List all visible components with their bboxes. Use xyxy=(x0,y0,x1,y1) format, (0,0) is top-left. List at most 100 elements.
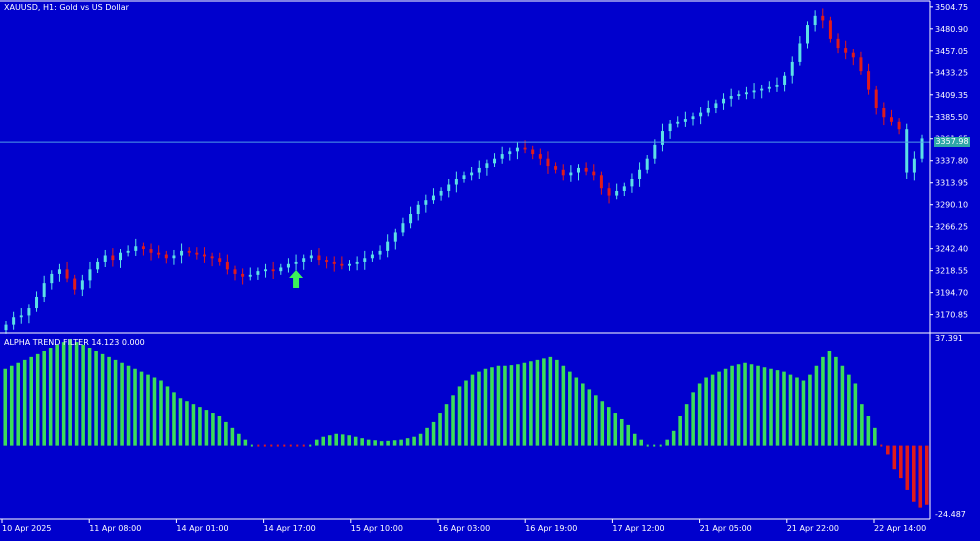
candle-body xyxy=(882,108,886,118)
candle xyxy=(859,51,863,75)
candle-body xyxy=(248,274,252,277)
indicator-bar xyxy=(302,444,305,447)
candle-body xyxy=(477,167,481,173)
candle-body xyxy=(760,88,764,91)
candle xyxy=(202,247,206,263)
candle-body xyxy=(744,92,748,95)
candle xyxy=(233,265,237,281)
candle xyxy=(431,188,435,204)
price-pane[interactable] xyxy=(0,8,930,334)
y-tick-label: 3480.90 xyxy=(935,25,968,34)
candle-body xyxy=(393,232,397,242)
y-tick-label: 3337.80 xyxy=(935,157,968,166)
x-tick-label: 10 Apr 2025 xyxy=(2,524,51,533)
candle-body xyxy=(35,296,39,309)
candle-body xyxy=(57,269,61,274)
candle-body xyxy=(554,166,558,170)
x-tick-label: 21 Apr 05:00 xyxy=(700,524,752,533)
candle-body xyxy=(348,263,351,266)
indicator-max-label: 37.391 xyxy=(935,334,963,343)
candle-body xyxy=(225,261,229,270)
candle-body xyxy=(431,195,435,201)
candle-body xyxy=(355,261,359,264)
candle xyxy=(531,145,535,160)
y-tick-label: 3433.25 xyxy=(935,69,968,78)
candle-body xyxy=(424,200,428,205)
candle-body xyxy=(767,86,771,89)
candle-body xyxy=(202,254,206,257)
candle-body xyxy=(676,121,680,124)
y-tick-label: 3170.85 xyxy=(935,311,968,320)
candle xyxy=(477,160,481,179)
candle-body xyxy=(691,116,695,120)
candle-body xyxy=(546,158,550,167)
y-tick-label: 3409.35 xyxy=(935,91,968,100)
candle-body xyxy=(668,123,672,132)
candle-body xyxy=(462,175,466,179)
candle xyxy=(180,243,184,264)
candle-body xyxy=(332,261,336,264)
candle-body xyxy=(340,263,344,266)
candle-body xyxy=(172,255,176,259)
candle-body xyxy=(561,169,565,176)
candle-body xyxy=(874,89,878,109)
candle-body xyxy=(645,158,649,170)
y-tick-label: 3313.95 xyxy=(935,179,968,188)
candle xyxy=(454,171,458,193)
candle xyxy=(103,249,107,268)
candle xyxy=(569,165,573,182)
candle xyxy=(88,261,92,289)
candle xyxy=(920,134,924,163)
candle xyxy=(256,267,260,280)
y-tick-label: 3457.05 xyxy=(935,47,968,56)
candle-body xyxy=(325,260,329,262)
candle-body xyxy=(111,255,115,261)
candle xyxy=(538,148,542,166)
candle xyxy=(645,155,649,174)
candle-body xyxy=(912,158,916,173)
candle-body xyxy=(80,280,84,290)
candle-body xyxy=(630,178,634,187)
candle xyxy=(699,107,703,125)
candle xyxy=(744,86,748,100)
candle-body xyxy=(454,178,458,185)
candle xyxy=(42,275,46,303)
current-price-tag: 3357.98 xyxy=(934,137,970,148)
candle-body xyxy=(523,147,527,150)
indicator-bar xyxy=(270,444,273,447)
candle xyxy=(767,81,771,93)
candle xyxy=(851,49,855,66)
candle-body xyxy=(195,252,199,255)
candle-body xyxy=(271,269,275,272)
candle-body xyxy=(592,171,596,176)
candle xyxy=(416,201,420,221)
candle-body xyxy=(615,190,619,196)
candle xyxy=(630,173,634,193)
candle xyxy=(134,238,138,256)
candle xyxy=(65,261,69,283)
candle xyxy=(241,268,245,285)
x-tick-label: 15 Apr 10:00 xyxy=(351,524,403,533)
candle xyxy=(378,245,382,260)
indicator-pane[interactable] xyxy=(0,339,930,508)
candle xyxy=(340,256,344,270)
candle-body xyxy=(264,269,268,272)
candle-body xyxy=(493,158,497,164)
candle-body xyxy=(798,43,802,62)
x-tick-label: 11 Apr 08:00 xyxy=(89,524,141,533)
candle xyxy=(683,111,687,127)
candle-body xyxy=(515,147,519,152)
candle-body xyxy=(851,52,855,58)
candle xyxy=(874,85,878,115)
indicator-bar xyxy=(646,444,649,447)
candle xyxy=(279,263,283,275)
candle xyxy=(561,164,565,181)
candle-body xyxy=(806,25,809,44)
indicator-bar xyxy=(263,444,266,447)
candle xyxy=(19,308,23,324)
candle xyxy=(813,10,817,32)
candle xyxy=(798,36,802,66)
candle xyxy=(622,182,626,197)
